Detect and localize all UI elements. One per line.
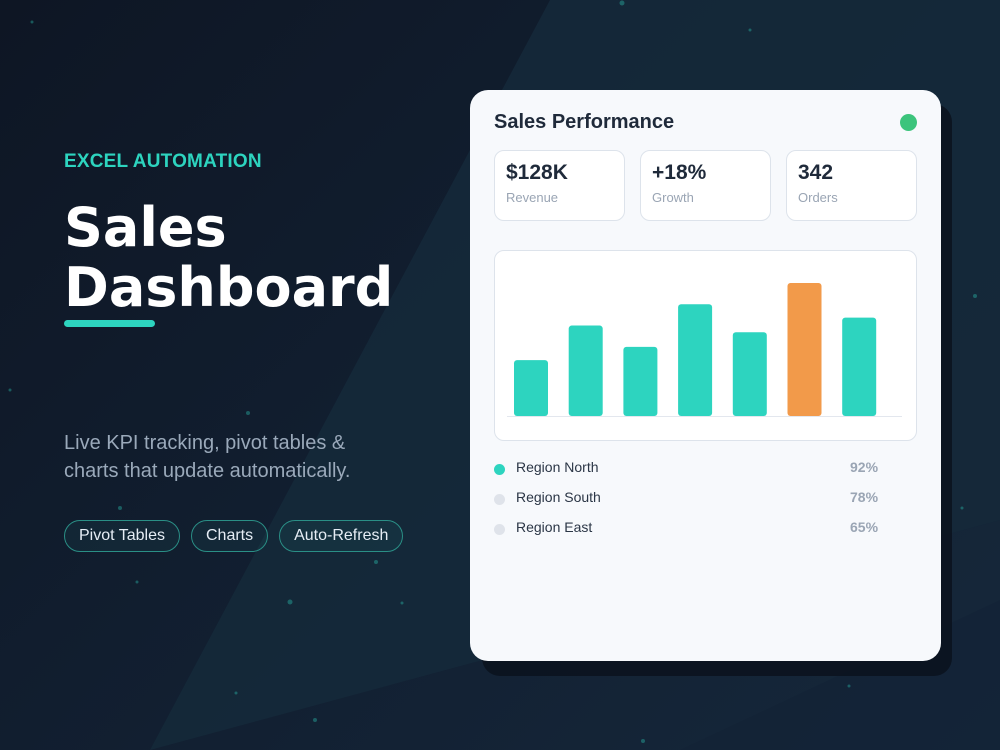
chart-bar-6 bbox=[787, 283, 822, 416]
kpi-label: Revenue bbox=[506, 190, 559, 205]
kpi-value: $128K bbox=[506, 161, 568, 184]
hero-title-line-1: Sales bbox=[64, 196, 227, 259]
hero-title-line-2: Dashboard bbox=[64, 256, 394, 319]
kpi-label: Orders bbox=[798, 190, 838, 205]
legend-dot bbox=[494, 464, 505, 475]
kpi-value: 342 bbox=[798, 161, 834, 184]
legend-dot bbox=[494, 524, 505, 535]
kpi-revenue: $128K Revenue bbox=[494, 150, 625, 221]
description-line-2: charts that update automatically. bbox=[64, 460, 351, 482]
legend-percent: 78% bbox=[850, 489, 879, 505]
kpi-growth: +18% Growth bbox=[640, 150, 771, 221]
card-title: Sales Performance bbox=[494, 111, 675, 133]
legend-name: Region South bbox=[516, 489, 601, 505]
description-line-1: Live KPI tracking, pivot tables & bbox=[64, 432, 346, 454]
legend-item-east: Region East 65% bbox=[494, 518, 894, 548]
legend-percent: 65% bbox=[850, 519, 879, 535]
hero-title: Sales Dashboard bbox=[64, 198, 393, 318]
chip-pivot-tables[interactable]: Pivot Tables bbox=[64, 520, 180, 552]
region-legend: Region North 92% Region South 78% Region… bbox=[494, 458, 894, 548]
legend-name: Region North bbox=[516, 459, 599, 475]
bar-chart-svg bbox=[507, 283, 902, 417]
title-underline bbox=[64, 320, 155, 327]
kpi-label: Growth bbox=[652, 190, 694, 205]
chart-bar-2 bbox=[568, 325, 603, 416]
legend-item-south: Region South 78% bbox=[494, 488, 894, 518]
legend-percent: 92% bbox=[850, 459, 879, 475]
chip-auto-refresh[interactable]: Auto-Refresh bbox=[279, 520, 404, 552]
status-indicator bbox=[900, 114, 917, 131]
legend-dot bbox=[494, 494, 505, 505]
hero-section: EXCEL AUTOMATION Sales Dashboard Live KP… bbox=[64, 0, 444, 750]
bar-chart bbox=[494, 250, 917, 441]
legend-name: Region East bbox=[516, 519, 593, 535]
chip-charts[interactable]: Charts bbox=[190, 520, 269, 552]
chart-bar-7 bbox=[842, 317, 877, 416]
chart-bar-5 bbox=[732, 332, 767, 416]
chart-bar-4 bbox=[678, 304, 713, 416]
chart-bar-1 bbox=[514, 360, 548, 416]
chart-bar-3 bbox=[623, 346, 658, 416]
legend-item-north: Region North 92% bbox=[494, 458, 894, 488]
dashboard-card: Sales Performance $128K Revenue +18% Gro… bbox=[470, 90, 941, 661]
kpi-value: +18% bbox=[652, 161, 707, 184]
hero-description: Live KPI tracking, pivot tables & charts… bbox=[64, 429, 424, 485]
eyebrow-label: EXCEL AUTOMATION bbox=[64, 151, 262, 172]
feature-chips: Pivot Tables Charts Auto-Refresh bbox=[64, 520, 404, 552]
kpi-orders: 342 Orders bbox=[786, 150, 917, 221]
